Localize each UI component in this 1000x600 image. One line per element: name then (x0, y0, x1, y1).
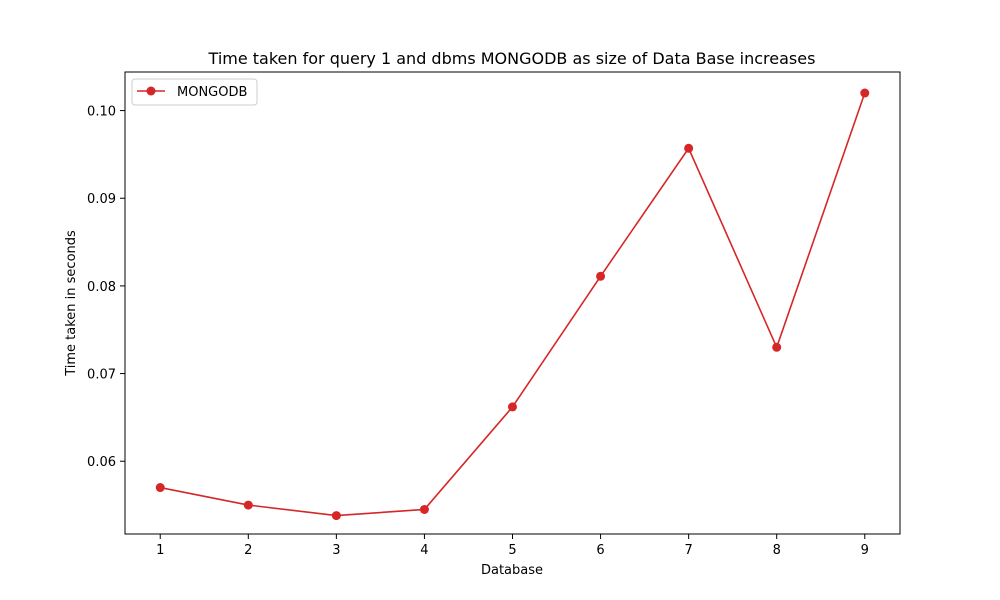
x-tick-label: 7 (684, 543, 692, 558)
series-layer (155, 88, 870, 521)
legend-label-mongodb: MONGODB (177, 85, 247, 100)
x-tick-label: 5 (508, 543, 516, 558)
x-axis-label: Database (481, 563, 543, 578)
x-tick-label: 9 (861, 543, 869, 558)
legend: MONGODB (131, 78, 258, 106)
x-tick-label: 4 (420, 543, 428, 558)
y-tick-label: 0.07 (87, 368, 116, 383)
x-tick-label: 3 (332, 543, 340, 558)
data-point (419, 504, 429, 514)
legend-box (131, 78, 258, 106)
tick-layer: 1 2 3 4 5 6 7 8 9 0.06 0.07 0.08 0.09 0.10 (87, 105, 869, 558)
y-axis-label: Time taken in seconds (64, 230, 79, 377)
data-point (596, 271, 606, 281)
y-tick-label: 0.09 (87, 192, 116, 207)
data-point (860, 88, 870, 98)
y-tick-label: 0.06 (87, 455, 116, 470)
chart-title: Time taken for query 1 and dbms MONGODB … (208, 49, 816, 68)
y-tick-label: 0.10 (87, 105, 116, 120)
x-tick-label: 8 (773, 543, 781, 558)
plot-frame (124, 71, 901, 535)
y-tick-label: 0.08 (87, 280, 116, 295)
data-point (331, 511, 341, 521)
legend-marker-swatch (146, 86, 156, 96)
data-point (508, 402, 517, 412)
data-point (155, 483, 165, 493)
data-point (243, 500, 253, 510)
x-tick-label: 6 (596, 543, 604, 558)
data-point (772, 342, 782, 352)
data-point (684, 143, 694, 153)
x-tick-label: 2 (244, 543, 252, 558)
x-tick-label: 1 (156, 543, 164, 558)
